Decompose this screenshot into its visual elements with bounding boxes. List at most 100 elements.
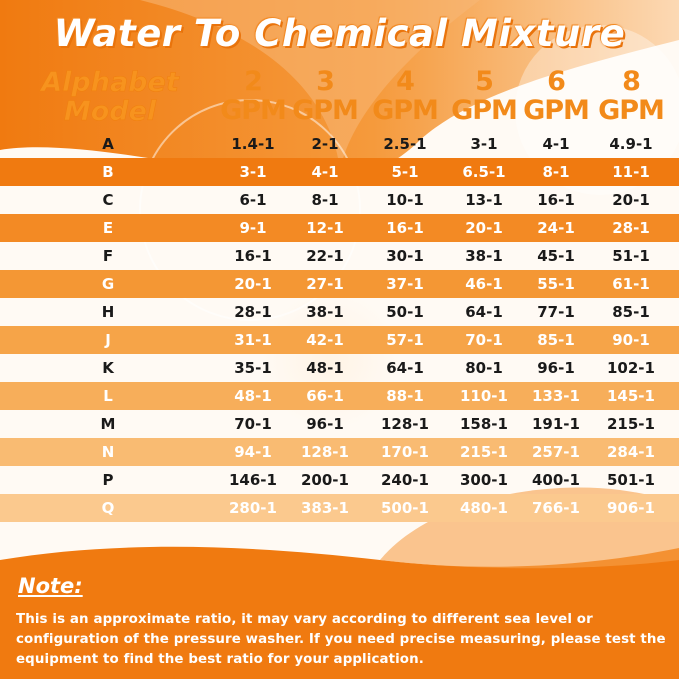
model-cell: A: [102, 135, 114, 153]
column-header-unit: GPM: [220, 95, 287, 126]
ratio-cell: 64-1: [465, 303, 503, 321]
ratio-cell: 38-1: [306, 303, 344, 321]
table-row: B 3-1 4-1 5-1 6.5-1 8-1 11-1: [0, 158, 679, 186]
model-cell: H: [101, 303, 115, 321]
model-cell: P: [102, 471, 114, 489]
ratio-cell: 6.5-1: [462, 163, 506, 181]
ratio-cell: 2-1: [311, 135, 339, 153]
ratio-cell: 31-1: [234, 331, 272, 349]
ratio-cell: 45-1: [537, 247, 575, 265]
table-row: C 6-1 8-1 10-1 13-1 16-1 20-1: [0, 186, 679, 214]
column-header-number: 5: [475, 66, 494, 97]
ratio-cell: 215-1: [607, 415, 655, 433]
ratio-cell: 766-1: [532, 499, 580, 517]
ratio-cell: 1.4-1: [231, 135, 275, 153]
model-cell: L: [103, 387, 113, 405]
column-header-number: 2: [244, 66, 263, 97]
ratio-cell: 30-1: [386, 247, 424, 265]
table-row: P 146-1 200-1 240-1 300-1 400-1 501-1: [0, 466, 679, 494]
column-header-gpm: 3 GPM: [284, 67, 366, 125]
ratio-cell: 90-1: [612, 331, 650, 349]
ratio-cell: 284-1: [607, 443, 655, 461]
ratio-cell: 128-1: [381, 415, 429, 433]
ratio-cell: 55-1: [537, 275, 575, 293]
ratio-cell: 280-1: [229, 499, 277, 517]
ratio-cell: 20-1: [612, 191, 650, 209]
ratio-cell: 13-1: [465, 191, 503, 209]
model-cell: J: [105, 331, 111, 349]
ratio-cell: 480-1: [460, 499, 508, 517]
ratio-cell: 57-1: [386, 331, 424, 349]
column-header-gpm: 8 GPM: [590, 67, 672, 125]
table-row: G 20-1 27-1 37-1 46-1 55-1 61-1: [0, 270, 679, 298]
ratio-cell: 906-1: [607, 499, 655, 517]
ratio-cell: 38-1: [465, 247, 503, 265]
ratio-cell: 42-1: [306, 331, 344, 349]
ratio-cell: 85-1: [612, 303, 650, 321]
ratio-cell: 257-1: [532, 443, 580, 461]
ratio-cell: 48-1: [306, 359, 344, 377]
ratio-cell: 400-1: [532, 471, 580, 489]
ratio-cell: 501-1: [607, 471, 655, 489]
column-header-gpm: 5 GPM: [443, 67, 525, 125]
ratio-cell: 4-1: [311, 163, 339, 181]
table-row: F 16-1 22-1 30-1 38-1 45-1 51-1: [0, 242, 679, 270]
ratio-cell: 3-1: [239, 163, 267, 181]
column-header-number: 4: [396, 66, 415, 97]
ratio-cell: 50-1: [386, 303, 424, 321]
ratio-cell: 24-1: [537, 219, 575, 237]
model-cell: M: [100, 415, 116, 433]
table-row: K 35-1 48-1 64-1 80-1 96-1 102-1: [0, 354, 679, 382]
table-row: N 94-1 128-1 170-1 215-1 257-1 284-1: [0, 438, 679, 466]
ratio-cell: 96-1: [537, 359, 575, 377]
ratio-cell: 85-1: [537, 331, 575, 349]
ratio-cell: 158-1: [460, 415, 508, 433]
ratio-cell: 22-1: [306, 247, 344, 265]
model-cell: B: [102, 163, 114, 181]
ratio-cell: 61-1: [612, 275, 650, 293]
ratio-cell: 35-1: [234, 359, 272, 377]
ratio-cell: 66-1: [306, 387, 344, 405]
model-cell: F: [102, 247, 114, 265]
ratio-cell: 27-1: [306, 275, 344, 293]
ratio-cell: 77-1: [537, 303, 575, 321]
ratio-cell: 4-1: [542, 135, 570, 153]
ratio-cell: 28-1: [234, 303, 272, 321]
ratio-cell: 88-1: [386, 387, 424, 405]
column-header-model-line2: Model: [63, 96, 157, 127]
ratio-cell: 20-1: [234, 275, 272, 293]
ratio-cell: 16-1: [386, 219, 424, 237]
ratio-cell: 64-1: [386, 359, 424, 377]
ratio-cell: 28-1: [612, 219, 650, 237]
table-row: J 31-1 42-1 57-1 70-1 85-1 90-1: [0, 326, 679, 354]
column-header-model: Alphabet Model: [30, 67, 190, 127]
ratio-cell: 96-1: [306, 415, 344, 433]
ratio-cell: 4.9-1: [609, 135, 653, 153]
table-row: M 70-1 96-1 128-1 158-1 191-1 215-1: [0, 410, 679, 438]
column-header-unit: GPM: [598, 95, 665, 126]
column-header-unit: GPM: [451, 95, 518, 126]
ratio-cell: 200-1: [301, 471, 349, 489]
column-header-unit: GPM: [292, 95, 359, 126]
model-cell: G: [101, 275, 115, 293]
ratio-cell: 94-1: [234, 443, 272, 461]
ratio-cell: 110-1: [460, 387, 508, 405]
ratio-cell: 16-1: [234, 247, 272, 265]
column-header-number: 3: [316, 66, 335, 97]
ratio-cell: 500-1: [381, 499, 429, 517]
note-text: This is an approximate ratio, it may var…: [16, 612, 666, 667]
ratio-cell: 10-1: [386, 191, 424, 209]
ratio-cell: 20-1: [465, 219, 503, 237]
ratio-cell: 145-1: [607, 387, 655, 405]
ratio-cell: 2.5-1: [383, 135, 427, 153]
ratio-cell: 383-1: [301, 499, 349, 517]
ratio-cell: 48-1: [234, 387, 272, 405]
ratio-cell: 6-1: [239, 191, 267, 209]
ratio-cell: 8-1: [542, 163, 570, 181]
column-header-model-line1: Alphabet: [41, 67, 179, 98]
column-header-number: 8: [622, 66, 641, 97]
ratio-cell: 8-1: [311, 191, 339, 209]
ratio-cell: 70-1: [234, 415, 272, 433]
table-row: A 1.4-1 2-1 2.5-1 3-1 4-1 4.9-1: [0, 130, 679, 158]
ratio-cell: 9-1: [239, 219, 267, 237]
